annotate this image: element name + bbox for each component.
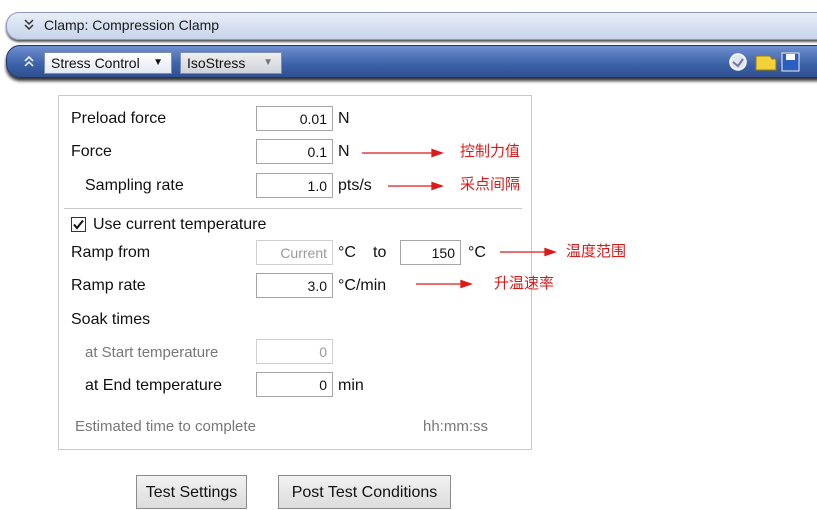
toolbar-icons[interactable] [726, 50, 806, 74]
ramp-rate-label: Ramp rate [71, 277, 146, 294]
ramp-to-unit: °C [468, 244, 486, 261]
preload-label: Preload force [71, 110, 167, 127]
post-test-button[interactable]: Post Test Conditions [278, 475, 451, 509]
ramp-rate-input[interactable]: 3.0 [256, 273, 333, 298]
preload-unit: N [338, 110, 350, 127]
estimate-label: Estimated time to complete [75, 418, 256, 435]
test-settings-button[interactable]: Test Settings [136, 475, 247, 509]
soak-start-label: at Start temperature [85, 344, 219, 361]
ramp-note: 温度范围 [566, 243, 627, 260]
ramp-to-input[interactable]: 150 [400, 240, 461, 265]
ramp-rate-unit: °C/min [338, 277, 387, 294]
checkmark [73, 219, 84, 230]
force-unit: N [338, 143, 350, 160]
sampling-input[interactable]: 1.0 [256, 173, 333, 198]
force-label: Force [71, 143, 112, 160]
sampling-label: Sampling rate [85, 177, 184, 194]
use-current-checkbox[interactable] [71, 217, 86, 232]
soak-end-unit: min [338, 377, 364, 394]
ramp-rate-note: 升温速率 [494, 275, 555, 292]
expand-icon[interactable] [22, 17, 36, 33]
force-input[interactable]: 0.1 [256, 139, 333, 164]
use-current-label: Use current temperature [93, 216, 267, 233]
mode-text: Stress Control [51, 55, 140, 71]
sampling-note: 采点间隔 [460, 176, 521, 193]
estimate-value: hh:mm:ss [423, 418, 489, 435]
ramp-from-input: Current [256, 240, 333, 265]
soak-label: Soak times [71, 311, 151, 328]
soak-end-input[interactable]: 0 [256, 372, 333, 397]
preload-input[interactable]: 0.01 [256, 106, 333, 131]
ramp-from-label: Ramp from [71, 244, 151, 261]
procedure-text: IsoStress [187, 55, 246, 71]
clamp-bar[interactable] [6, 12, 817, 40]
ramp-from-unit: °C [338, 244, 356, 261]
mode-dropdown[interactable]: Stress Control ▼ [44, 52, 172, 74]
procedure-dropdown[interactable]: IsoStress ▼ [180, 52, 282, 74]
clamp-title: Clamp: Compression Clamp [44, 17, 220, 33]
collapse-icon[interactable] [22, 53, 36, 69]
sampling-unit: pts/s [338, 177, 372, 194]
ramp-joiner: to [373, 244, 387, 261]
force-note: 控制力值 [460, 143, 521, 160]
separator [64, 208, 522, 209]
soak-end-label: at End temperature [85, 377, 222, 394]
soak-start-input: 0 [256, 339, 333, 364]
